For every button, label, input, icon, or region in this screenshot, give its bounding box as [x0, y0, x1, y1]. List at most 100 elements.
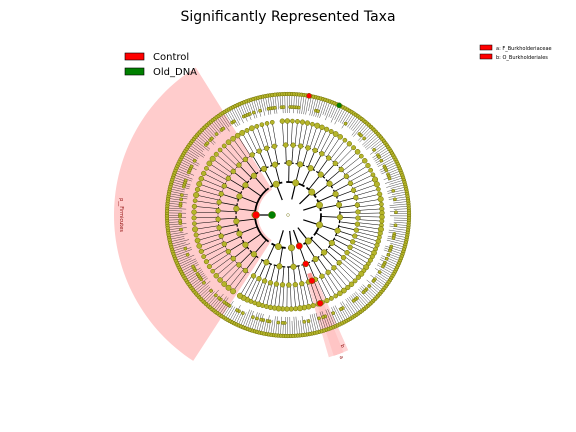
leaf-branch [240, 312, 247, 327]
leaf-branch [284, 94, 286, 114]
family-node [365, 162, 371, 169]
family-branch [216, 154, 235, 170]
family-branch [243, 276, 256, 298]
leaf-branch [355, 291, 368, 307]
leaf-branch [177, 258, 192, 265]
family-node [196, 243, 203, 249]
genus-node [367, 284, 372, 288]
class-node [297, 161, 304, 168]
order-node [319, 273, 325, 279]
order-node [216, 199, 222, 205]
family-node [193, 192, 200, 199]
family-branch [197, 233, 221, 241]
leaf-branch [379, 161, 397, 171]
leaf-branch [341, 301, 353, 318]
biomarker-swatch-b [479, 53, 493, 60]
leaf-branch [322, 100, 328, 115]
genus-node [251, 315, 255, 319]
order-node [230, 168, 236, 175]
class-branch [239, 226, 258, 235]
leaf-branch [351, 294, 365, 310]
family-node [264, 121, 270, 126]
leaf-branch [331, 307, 340, 325]
biomarker-node-old-dna-top [336, 102, 342, 109]
leaf-branch [388, 194, 408, 198]
family-branch [298, 122, 303, 146]
genus-node [321, 315, 326, 319]
family-branch [219, 263, 238, 281]
order-node [290, 142, 296, 148]
family-branch [199, 183, 222, 193]
biomarker-node-control-top [306, 92, 312, 99]
family-node [346, 141, 353, 147]
family-branch [357, 208, 382, 211]
order-branch [331, 176, 347, 187]
genus-node [372, 148, 376, 152]
genus-node [386, 252, 391, 257]
class-node [271, 161, 279, 168]
order-node [230, 255, 236, 262]
genus-node [259, 317, 264, 322]
leaf-branch [347, 297, 359, 314]
order-node [338, 166, 344, 173]
biomarker-node-lineage [302, 260, 310, 268]
family-branch [330, 140, 346, 160]
class-node [321, 249, 328, 256]
leaf-branch [253, 98, 258, 114]
leaf-branch [321, 311, 329, 330]
genus-node [317, 316, 321, 321]
family-branch [251, 128, 262, 151]
family-node [192, 198, 198, 204]
leaf-branch [373, 149, 390, 160]
leaf-branch [168, 233, 188, 238]
genus-node [222, 300, 227, 305]
root-node [286, 213, 290, 217]
class-node [250, 251, 257, 258]
order-node [216, 225, 222, 231]
genus-node [393, 223, 398, 228]
leaf-branch [389, 223, 409, 226]
leaf-branch [189, 144, 206, 156]
tree-nodes [164, 91, 412, 339]
class-branch [320, 204, 340, 210]
order-branch [335, 234, 353, 243]
leaf-branch [251, 312, 258, 331]
order-node [250, 273, 257, 279]
leaf-branch [167, 200, 187, 204]
family-node [345, 284, 351, 291]
legend-swatch-control [124, 52, 145, 61]
leaf-branch [311, 314, 317, 333]
class-branch [305, 242, 316, 260]
order-node [215, 208, 221, 214]
leaf-branch [167, 225, 183, 228]
leaf-branch [393, 228, 409, 231]
leaf-branch [334, 107, 344, 125]
class-node [326, 180, 333, 187]
family-node [377, 191, 383, 197]
family-branch [228, 142, 244, 161]
class-node [290, 263, 297, 270]
legend-label-old-dna: Old_DNA [153, 67, 197, 78]
genus-node [179, 193, 184, 197]
leaf-branch [363, 133, 378, 147]
order-branch [219, 224, 237, 229]
leaf-branch [227, 306, 236, 320]
order-branch [339, 211, 358, 214]
family-branch [342, 155, 362, 172]
family-branch [261, 124, 269, 148]
leaf-branch [239, 103, 248, 122]
leaf-branch [313, 97, 319, 117]
family-node [310, 303, 316, 309]
leaf-branch [265, 315, 270, 335]
order-node [298, 143, 304, 149]
genus-node [306, 319, 311, 323]
genus-node [296, 105, 301, 110]
leaf-branch [393, 219, 409, 221]
leaf-branch [379, 268, 393, 277]
leaf-branch [381, 255, 400, 264]
leaf-branch [384, 177, 404, 184]
order-branch [307, 150, 316, 168]
leaf-branch [167, 207, 187, 210]
leaf-branch [350, 295, 363, 311]
genus-node [384, 168, 389, 173]
